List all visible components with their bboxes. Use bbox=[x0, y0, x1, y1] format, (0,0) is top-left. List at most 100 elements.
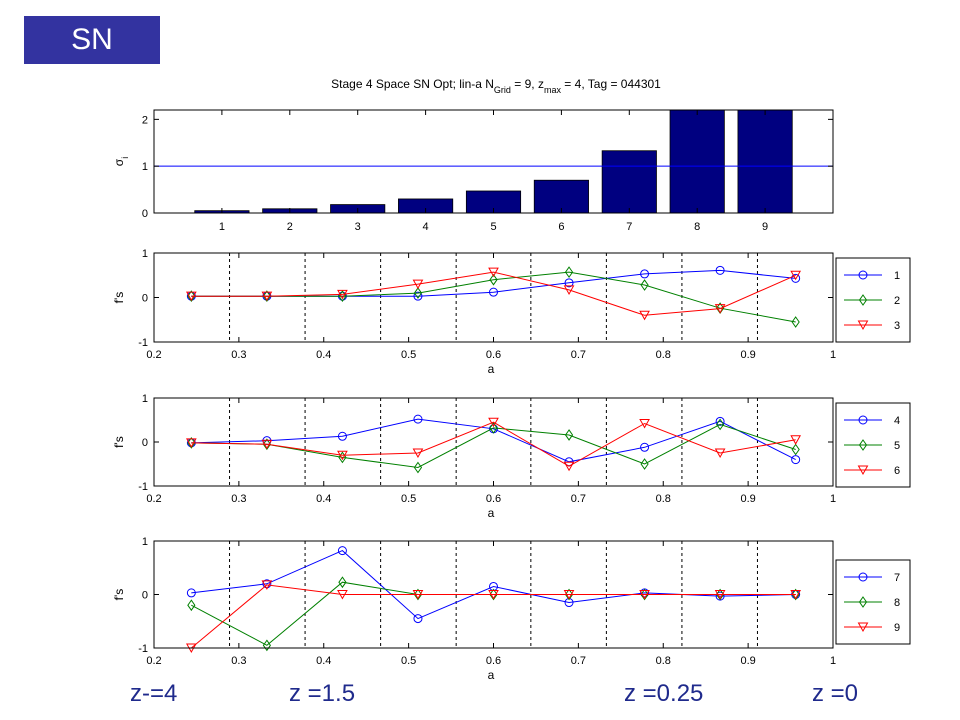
series-6-point bbox=[639, 419, 650, 429]
x-tick-label: 0.3 bbox=[231, 349, 246, 361]
x-tick-label: 0.6 bbox=[486, 655, 501, 667]
series-1-point bbox=[564, 278, 574, 288]
series-3-point bbox=[790, 270, 802, 281]
series-5-point bbox=[716, 418, 725, 431]
footer-label-z0: z =0 bbox=[812, 680, 859, 707]
series-1-point bbox=[489, 287, 498, 297]
eigenfunction-panel-3: -1 0 1 0.2 0.3 0.4 0.5 0.6 0.7 0.8 0.9 1 a f's 7 8 9 bbox=[112, 536, 911, 682]
x-tick-label: 0.4 bbox=[316, 655, 331, 667]
y-tick-label: 1 bbox=[142, 393, 148, 405]
series-7-line bbox=[191, 550, 796, 620]
series-6-point bbox=[488, 417, 499, 428]
series-3-point bbox=[412, 279, 424, 290]
legend: 4 5 6 bbox=[835, 402, 911, 488]
x-tick-label: 6 bbox=[558, 221, 564, 233]
x-tick-label: 0.5 bbox=[401, 655, 416, 667]
legend-marker-3 bbox=[857, 320, 869, 331]
series-5-point bbox=[791, 443, 800, 456]
series-2-point bbox=[564, 266, 574, 279]
series-6-point bbox=[412, 448, 424, 459]
series-4-point bbox=[337, 431, 347, 441]
series-3-point bbox=[488, 267, 499, 278]
series-6-line bbox=[191, 421, 796, 467]
series-3-point bbox=[714, 304, 726, 314]
series-6-point bbox=[337, 450, 348, 461]
series-9-point bbox=[563, 590, 575, 600]
x-tick-label: 7 bbox=[626, 221, 632, 233]
singular-value-bar-panel: 0 1 2 1 2 3 4 5 6 7 8 9 σi bbox=[112, 109, 834, 233]
series-8-point bbox=[262, 639, 271, 652]
figure-title: Stage 4 Space SN Opt; lin-a NGrid = 9, z… bbox=[331, 77, 661, 95]
legend-label-9: 9 bbox=[894, 622, 900, 634]
series-3-point bbox=[185, 291, 197, 302]
series-5-point bbox=[489, 422, 498, 434]
x-tick-label: 1 bbox=[830, 655, 836, 667]
y-tick-label: 1 bbox=[142, 536, 148, 548]
series-8-line bbox=[191, 581, 796, 646]
legend: 7 8 9 bbox=[835, 559, 911, 645]
series-9-point bbox=[337, 590, 348, 600]
series-5-point bbox=[640, 458, 649, 470]
series-5-point bbox=[564, 429, 574, 441]
x-tick-label: 0.8 bbox=[656, 493, 671, 505]
x-tick-label: 4 bbox=[423, 221, 429, 233]
series-9-point bbox=[714, 590, 726, 600]
x-tick-label: 0.2 bbox=[146, 655, 161, 667]
y-tick-label: -1 bbox=[138, 337, 148, 349]
legend-label-2: 2 bbox=[894, 295, 900, 307]
x-tick-label: 0.5 bbox=[401, 349, 416, 361]
series-2-point bbox=[640, 279, 649, 291]
series-4-line bbox=[191, 418, 796, 463]
x-tick-label: 0.7 bbox=[571, 655, 586, 667]
x-tick-label: 0.2 bbox=[146, 349, 161, 361]
series-6-point bbox=[714, 448, 726, 459]
x-tick-label: 5 bbox=[490, 221, 496, 233]
y-axis-label: f's bbox=[112, 436, 126, 448]
series-7-point bbox=[413, 614, 423, 624]
series-8-point bbox=[187, 599, 196, 612]
series-4-point bbox=[640, 442, 650, 452]
x-tick-label: 9 bbox=[762, 221, 768, 233]
x-tick-label: 0.6 bbox=[486, 493, 501, 505]
x-tick-label: 0.3 bbox=[231, 493, 246, 505]
legend-marker-6 bbox=[857, 465, 869, 476]
y-tick-label: 2 bbox=[142, 114, 148, 126]
y-axis-label: f's bbox=[112, 589, 126, 601]
series-9-point bbox=[488, 590, 499, 600]
legend-label-8: 8 bbox=[894, 597, 900, 609]
series-1-point bbox=[791, 273, 801, 283]
axes-frame bbox=[153, 397, 834, 487]
series-9-point bbox=[639, 590, 650, 600]
y-tick-label: 0 bbox=[142, 208, 148, 220]
series-3-point bbox=[563, 285, 575, 295]
bar-6 bbox=[533, 179, 589, 213]
series-7-point bbox=[186, 588, 196, 598]
x-tick-label: 0.6 bbox=[486, 349, 501, 361]
eigenfunction-panel-1: -1 0 1 0.2 0.3 0.4 0.5 0.6 0.7 0.8 0.9 1 a f's 1 2 3 bbox=[112, 248, 911, 376]
series-6-point bbox=[261, 439, 273, 450]
series-5-point bbox=[413, 461, 423, 474]
y-tick-label: -1 bbox=[138, 481, 148, 493]
series-2-point bbox=[413, 287, 423, 299]
legend-marker-5 bbox=[858, 439, 868, 451]
x-tick-label: 0.7 bbox=[571, 349, 586, 361]
footer-label-z1-5: z =1.5 bbox=[289, 680, 356, 707]
x-tick-label: 0.9 bbox=[740, 493, 755, 505]
x-tick-label: 1 bbox=[830, 493, 836, 505]
legend-label-1: 1 bbox=[894, 270, 900, 282]
x-tick-label: 3 bbox=[355, 221, 361, 233]
figure-title-text: Stage 4 Space SN Opt; lin-a NGrid = 9, z… bbox=[331, 77, 661, 95]
x-tick-label: 0.2 bbox=[146, 493, 161, 505]
x-tick-label: 1 bbox=[830, 349, 836, 361]
y-tick-label: 0 bbox=[142, 590, 148, 602]
eigenfunction-panel-2: -1 0 1 0.2 0.3 0.4 0.5 0.6 0.7 0.8 0.9 1 a f's 4 5 6 bbox=[112, 393, 911, 520]
series-3-point bbox=[639, 310, 650, 321]
legend-label-3: 3 bbox=[894, 320, 900, 332]
bar-8 bbox=[669, 110, 725, 213]
series-3-point bbox=[337, 289, 348, 300]
y-tick-label: -1 bbox=[138, 643, 148, 655]
legend-marker-8 bbox=[858, 596, 868, 608]
y-tick-label: 1 bbox=[142, 248, 148, 260]
series-7-point bbox=[262, 579, 272, 589]
